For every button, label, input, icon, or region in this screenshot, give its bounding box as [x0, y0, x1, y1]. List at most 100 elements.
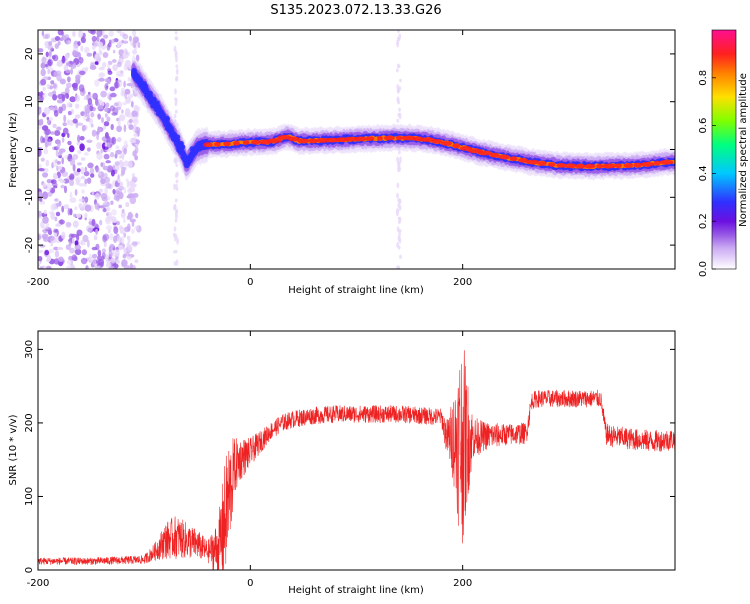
onset-blob — [186, 160, 191, 166]
artifact-streak-dot — [397, 30, 400, 34]
noise-speckle — [85, 107, 91, 114]
x-tick-label: 0 — [247, 277, 253, 288]
noise-speckle — [94, 193, 101, 200]
noise-speckle — [70, 233, 77, 238]
noise-speckle — [66, 102, 71, 108]
onset-blob — [155, 100, 160, 106]
noise-speckle — [51, 182, 58, 187]
noise-speckle — [80, 36, 87, 44]
colorbar-frame — [711, 29, 737, 270]
noise-speckle — [103, 176, 111, 184]
colorbar-tick-label: 0.8 — [698, 70, 709, 86]
noise-speckle — [58, 151, 63, 155]
noise-speckle — [62, 127, 69, 135]
noise-speckle — [129, 180, 135, 187]
onset-blob — [155, 111, 161, 117]
noise-speckle — [82, 234, 89, 243]
noise-speckle — [115, 249, 120, 257]
noise-speckle — [91, 218, 96, 227]
noise-speckle — [91, 246, 98, 251]
noise-speckle — [130, 228, 135, 234]
noise-speckle — [45, 183, 52, 192]
noise-speckle — [41, 30, 45, 36]
onset-blob — [143, 89, 149, 94]
noise-speckle — [55, 223, 62, 227]
noise-speckle — [65, 40, 69, 45]
snr-x-ticks: -200 0 200 — [27, 331, 472, 589]
noise-speckle — [112, 49, 116, 54]
ridge-peak — [615, 163, 622, 169]
noise-speckle — [119, 160, 123, 165]
noise-speckle — [132, 150, 137, 157]
noise-speckle — [72, 31, 76, 37]
spectrogram-y-label: Frequency (Hz) — [8, 112, 19, 188]
noise-speckle — [97, 41, 104, 48]
noise-speckle — [41, 125, 49, 131]
noise-speckle — [65, 53, 70, 59]
noise-speckle — [113, 102, 119, 107]
noise-speckle — [76, 122, 84, 126]
onset-blob — [155, 107, 161, 113]
noise-speckle — [115, 145, 120, 149]
noise-speckle — [67, 110, 72, 116]
noise-speckle — [72, 44, 79, 49]
noise-speckle — [45, 159, 50, 167]
noise-speckle — [94, 53, 101, 62]
artifact-streak-dot — [174, 88, 177, 95]
noise-speckle — [118, 204, 122, 209]
noise-speckle — [72, 220, 79, 228]
noise-speckle — [53, 232, 57, 238]
noise-speckle — [76, 229, 83, 236]
noise-speckle — [118, 185, 125, 191]
artifact-streak-dot — [173, 261, 177, 266]
noise-speckle — [127, 188, 132, 193]
noise-speckle — [114, 153, 118, 159]
x-tick-label: 200 — [453, 578, 472, 589]
noise-speckle — [87, 239, 90, 248]
noise-speckle — [87, 30, 95, 34]
ridge-peak — [548, 162, 556, 168]
onset-blob — [178, 144, 184, 150]
noise-speckle — [45, 141, 49, 148]
noise-speckle — [129, 139, 137, 144]
noise-speckle — [61, 157, 64, 165]
artifact-streak-dot — [396, 84, 400, 90]
noise-speckle — [112, 64, 118, 71]
colorbar-tick-label: 0.4 — [698, 165, 709, 181]
noise-speckle — [88, 218, 93, 222]
noise-speckle — [100, 162, 106, 168]
noise-speckle — [77, 149, 82, 154]
spectrogram-x-label: Height of straight line (km) — [288, 285, 424, 296]
noise-speckle — [125, 96, 131, 104]
noise-speckle — [95, 228, 99, 235]
noise-speckle — [56, 165, 59, 172]
artifact-streak-dot — [396, 192, 399, 199]
artifact-streak-dot — [174, 109, 178, 114]
noise-speckle — [62, 122, 67, 127]
noise-speckle — [45, 265, 52, 269]
ridge-peak — [242, 140, 250, 146]
noise-speckle — [42, 183, 47, 188]
noise-speckle — [122, 253, 127, 259]
y-tick-label: 200 — [24, 413, 35, 432]
artifact-streak-dot — [399, 254, 402, 259]
noise-speckle — [78, 198, 85, 202]
noise-speckle — [61, 57, 66, 64]
noise-speckle — [75, 74, 81, 81]
noise-speckle — [83, 112, 86, 121]
colorbar-tick-label: 0.6 — [698, 118, 709, 134]
artifact-streak-dot — [173, 114, 177, 119]
noise-speckle — [134, 225, 140, 231]
ridge-peak — [366, 136, 375, 142]
noise-speckle — [40, 62, 46, 69]
noise-speckle — [126, 83, 133, 87]
noise-speckle — [63, 114, 67, 123]
noise-speckle — [109, 265, 115, 269]
noise-speckle — [110, 38, 116, 44]
noise-speckle — [61, 231, 66, 239]
noise-speckle — [48, 41, 53, 46]
ridge-peak — [584, 163, 596, 169]
noise-speckle — [96, 152, 103, 160]
y-tick-label: 300 — [24, 340, 35, 359]
